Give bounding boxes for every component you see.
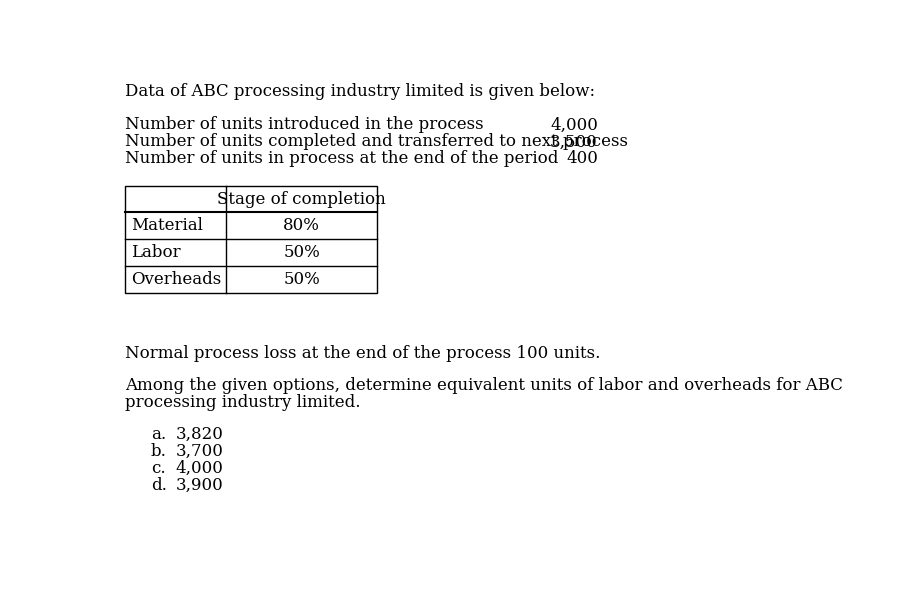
Text: Labor: Labor <box>131 244 180 261</box>
Text: 3,700: 3,700 <box>176 443 223 460</box>
Text: Material: Material <box>131 217 203 234</box>
Text: Normal process loss at the end of the process 100 units.: Normal process loss at the end of the pr… <box>125 345 601 362</box>
Text: b.: b. <box>151 443 167 460</box>
Text: Data of ABC processing industry limited is given below:: Data of ABC processing industry limited … <box>125 83 596 99</box>
Text: 4,000: 4,000 <box>550 117 598 133</box>
Text: 3,820: 3,820 <box>176 426 223 443</box>
Text: 3,500: 3,500 <box>551 133 598 150</box>
Text: 3,900: 3,900 <box>176 477 223 494</box>
Text: Among the given options, determine equivalent units of labor and overheads for A: Among the given options, determine equiv… <box>125 377 843 395</box>
Text: 50%: 50% <box>283 271 320 288</box>
Text: Stage of completion: Stage of completion <box>217 191 386 208</box>
Text: c.: c. <box>151 460 166 477</box>
Text: d.: d. <box>151 477 167 494</box>
Text: Overheads: Overheads <box>131 271 221 288</box>
Bar <box>125 186 377 292</box>
Text: processing industry limited.: processing industry limited. <box>125 395 360 411</box>
Text: 4,000: 4,000 <box>176 460 223 477</box>
Text: Number of units introduced in the process: Number of units introduced in the proces… <box>125 117 484 133</box>
Text: 80%: 80% <box>283 217 320 234</box>
Text: a.: a. <box>151 426 166 443</box>
Text: 50%: 50% <box>283 244 320 261</box>
Text: 400: 400 <box>566 150 598 167</box>
Text: Number of units in process at the end of the period: Number of units in process at the end of… <box>125 150 559 167</box>
Text: Number of units completed and transferred to next process: Number of units completed and transferre… <box>125 133 628 150</box>
